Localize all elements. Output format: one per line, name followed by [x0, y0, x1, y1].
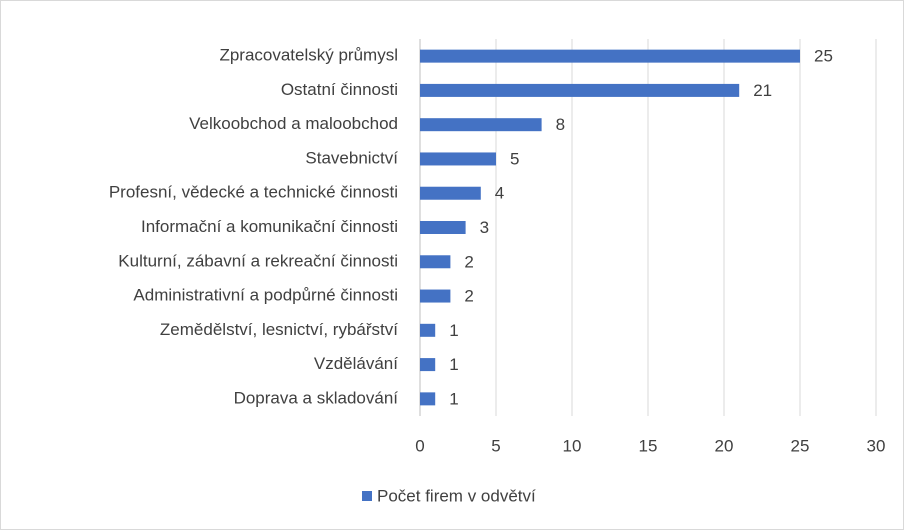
bar [420, 221, 466, 234]
data-label: 4 [495, 184, 504, 203]
x-tick-label: 10 [563, 436, 582, 455]
bar [420, 392, 436, 406]
data-label: 25 [814, 47, 833, 66]
data-label: 5 [510, 149, 519, 168]
y-tick-label: Doprava a skladování [234, 388, 399, 407]
x-tick-label: 15 [639, 436, 658, 455]
y-tick-label: Velkoobchod a maloobchod [189, 114, 398, 133]
y-tick-label: Kulturní, zábavní a rekreační činnosti [118, 251, 398, 270]
y-tick-label: Administrativní a podpůrné činnosti [133, 286, 398, 305]
data-label: 3 [480, 218, 489, 237]
bar [420, 83, 740, 97]
bar [420, 289, 451, 303]
data-label: 1 [449, 321, 458, 340]
data-label: 8 [556, 115, 565, 134]
bar [420, 49, 800, 63]
bar [420, 118, 542, 132]
bar [420, 255, 451, 269]
data-label: 1 [449, 355, 458, 374]
y-tick-label: Vzdělávání [314, 354, 398, 373]
data-label: 2 [464, 287, 473, 306]
data-label: 21 [753, 81, 772, 100]
x-tick-label: 30 [867, 436, 886, 455]
bar [420, 358, 436, 372]
y-tick-label: Zpracovatelský průmysl [219, 46, 398, 65]
x-tick-label: 20 [715, 436, 734, 455]
y-tick-label: Profesní, vědecké a technické činnosti [109, 183, 398, 202]
data-label: 2 [464, 252, 473, 271]
bar [420, 323, 436, 337]
bar [420, 152, 496, 166]
bar [420, 186, 481, 200]
x-tick-label: 5 [491, 436, 500, 455]
legend-swatch [362, 491, 372, 501]
x-tick-label: 25 [791, 436, 810, 455]
y-tick-label: Zemědělství, lesnictví, rybářství [160, 320, 398, 339]
y-tick-label: Ostatní činnosti [281, 80, 398, 99]
x-tick-label: 0 [415, 436, 424, 455]
y-tick-label: Informační a komunikační činnosti [141, 217, 398, 236]
y-tick-label: Stavebnictví [305, 148, 398, 167]
legend-label: Počet firem v odvětví [377, 486, 536, 505]
data-label: 1 [449, 389, 458, 408]
